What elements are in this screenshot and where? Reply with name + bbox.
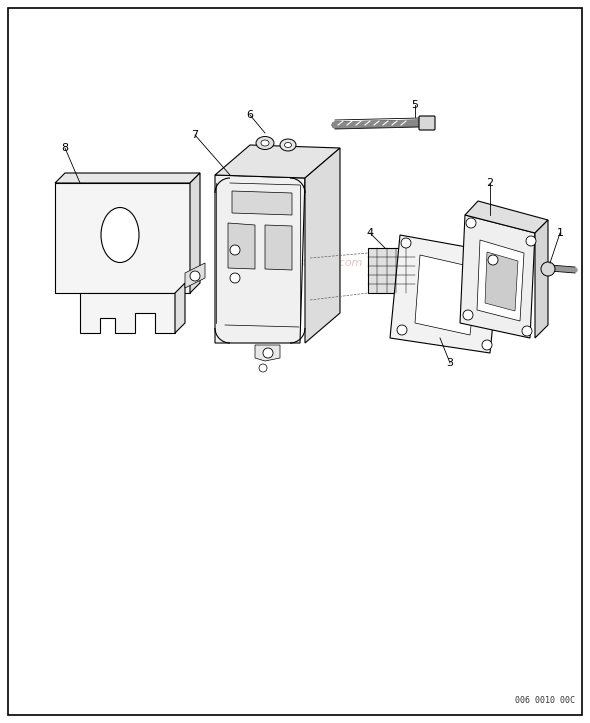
Polygon shape	[265, 225, 292, 270]
Circle shape	[190, 271, 200, 281]
Ellipse shape	[101, 208, 139, 262]
Circle shape	[401, 238, 411, 248]
Polygon shape	[477, 240, 524, 321]
Polygon shape	[215, 175, 305, 343]
Circle shape	[263, 348, 273, 358]
Polygon shape	[415, 255, 477, 335]
Circle shape	[526, 236, 536, 246]
Polygon shape	[368, 248, 415, 293]
Polygon shape	[305, 148, 340, 343]
Polygon shape	[232, 191, 292, 215]
Polygon shape	[55, 173, 200, 183]
Circle shape	[541, 262, 555, 276]
Polygon shape	[215, 145, 340, 178]
Text: 3: 3	[447, 358, 454, 368]
Circle shape	[482, 340, 492, 350]
Polygon shape	[255, 345, 280, 361]
Text: 8: 8	[61, 143, 68, 153]
Polygon shape	[460, 215, 535, 338]
Circle shape	[522, 326, 532, 336]
Polygon shape	[465, 201, 548, 233]
Ellipse shape	[284, 142, 291, 147]
Text: eReplacementParts.com: eReplacementParts.com	[227, 258, 363, 268]
Circle shape	[397, 325, 407, 335]
Circle shape	[230, 273, 240, 283]
Text: 5: 5	[411, 100, 418, 110]
Text: 4: 4	[366, 228, 373, 238]
Polygon shape	[175, 283, 185, 333]
Text: 2: 2	[486, 178, 494, 188]
Circle shape	[230, 245, 240, 255]
Polygon shape	[228, 223, 255, 269]
Text: 7: 7	[191, 130, 199, 140]
FancyBboxPatch shape	[419, 116, 435, 130]
Ellipse shape	[256, 137, 274, 150]
Text: 6: 6	[247, 110, 254, 120]
Polygon shape	[190, 173, 200, 293]
Polygon shape	[80, 293, 175, 333]
Circle shape	[463, 310, 473, 320]
Polygon shape	[485, 252, 518, 311]
Circle shape	[466, 218, 476, 228]
Polygon shape	[185, 263, 205, 288]
Polygon shape	[55, 183, 190, 293]
Ellipse shape	[261, 140, 269, 146]
Polygon shape	[535, 220, 548, 338]
Ellipse shape	[280, 139, 296, 151]
Text: 006 0010 00C: 006 0010 00C	[515, 696, 575, 705]
Circle shape	[488, 255, 498, 265]
Polygon shape	[390, 235, 500, 353]
Circle shape	[259, 364, 267, 372]
Text: 1: 1	[556, 228, 563, 238]
